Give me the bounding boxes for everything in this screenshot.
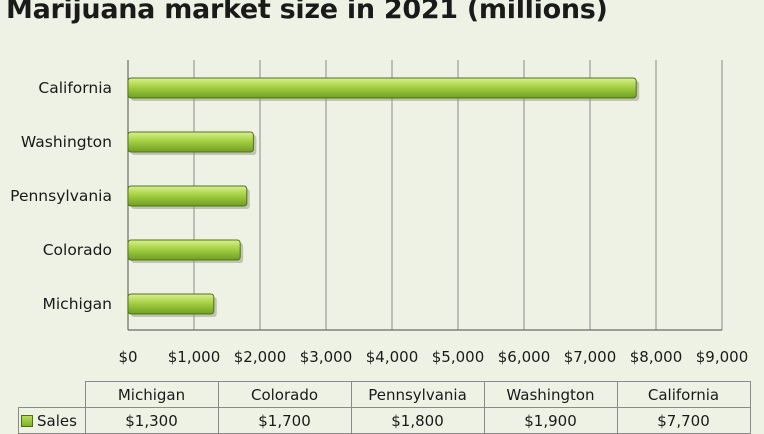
x-tick-label: $8,000: [630, 348, 683, 366]
x-tick-label: $6,000: [498, 348, 551, 366]
x-tick-label: $0: [118, 348, 137, 366]
category-labels: California Washington Pennsylvania Colorado…: [10, 79, 112, 313]
x-tick-label: $7,000: [564, 348, 617, 366]
table-header-cell: Colorado: [217, 381, 352, 408]
bars: [127, 77, 640, 317]
category-label: Washington: [21, 133, 112, 151]
table-header-cell: California: [616, 381, 751, 408]
x-tick-label: $4,000: [366, 348, 419, 366]
x-tick-label: $2,000: [234, 348, 287, 366]
x-tick-label: $9,000: [696, 348, 749, 366]
table-cell: $1,700: [217, 407, 352, 434]
table-cell: $1,800: [350, 407, 485, 434]
table-header-row: Michigan Colorado Pennsylvania Washingto…: [18, 381, 751, 408]
x-tick-label: $1,000: [168, 348, 221, 366]
bar: [127, 293, 215, 315]
x-axis-tick-labels: $0 $1,000 $2,000 $3,000 $4,000 $5,000 $6,000 $7…: [118, 348, 748, 366]
bar: [127, 131, 254, 153]
table-cell: $1,300: [84, 407, 219, 434]
category-label: Pennsylvania: [10, 187, 112, 205]
x-tick-label: $3,000: [300, 348, 353, 366]
category-label: Michigan: [43, 295, 113, 313]
table-row: Sales $1,300 $1,700 $1,800 $1,900 $7,700: [18, 407, 751, 434]
legend-key-icon: [21, 414, 33, 427]
table-cell: $1,900: [483, 407, 618, 434]
bar: [127, 239, 241, 261]
chart-title: Marijuana market size in 2021 (millions): [6, 0, 608, 25]
series-name: Sales: [37, 411, 77, 430]
bar: [127, 77, 637, 99]
bar: [127, 185, 248, 207]
table-header-cell: Pennsylvania: [350, 381, 485, 408]
data-table: Michigan Colorado Pennsylvania Washingto…: [18, 381, 751, 434]
table-header-cell: Washington: [483, 381, 618, 408]
x-tick-label: $5,000: [432, 348, 485, 366]
table-header-cell: Michigan: [84, 381, 219, 408]
category-label: California: [38, 79, 112, 97]
table-corner: [18, 381, 86, 408]
category-label: Colorado: [43, 241, 112, 259]
table-cell: $7,700: [616, 407, 751, 434]
bar-chart: California Washington Pennsylvania Colorado…: [10, 60, 748, 366]
table-row-label: Sales: [18, 407, 86, 434]
